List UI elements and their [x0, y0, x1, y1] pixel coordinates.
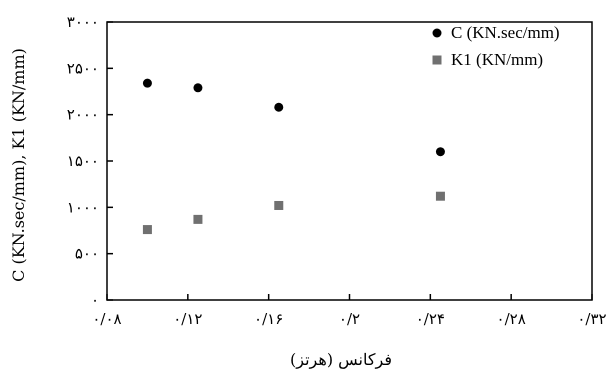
legend-label: C (KN.sec/mm) — [451, 23, 560, 42]
x-tick-label: ۰/۲ — [339, 310, 360, 328]
y-tick-label: ۵۰۰ — [75, 245, 99, 263]
y-tick-label: ۱۰۰۰ — [67, 198, 99, 216]
legend-label: K1 (KN/mm) — [451, 50, 543, 69]
data-point-c — [142, 78, 152, 88]
legend-marker-k1 — [432, 55, 442, 65]
y-tick-label: ۳۰۰۰ — [67, 13, 99, 31]
data-point-c — [435, 147, 445, 157]
ticks: ۰/۰۸ ۰/۱۲ ۰/۱۶ ۰/۲ ۰/۲۴ ۰/۲۸ ۰/۳۲ ۰ ۵۰۰ ۱۰۰۰ ۱۵۰۰ ۲… — [67, 13, 607, 328]
data-point-k1 — [142, 225, 152, 235]
x-axis-label: فرکانس (هرتز) — [290, 350, 392, 369]
y-tick-label: ۰ — [91, 291, 99, 309]
y-tick-label: ۲۵۰۰ — [67, 59, 99, 77]
x-tick-label: ۰/۱۶ — [254, 310, 283, 328]
x-tick-label: ۰/۲۸ — [497, 310, 526, 328]
legend: C (KN.sec/mm) K1 (KN/mm) — [432, 23, 560, 69]
y-tick-label: ۱۵۰۰ — [67, 152, 99, 170]
data-point-k1 — [193, 214, 203, 224]
x-tick-label: ۰/۳۲ — [577, 310, 606, 328]
y-tick-label: ۲۰۰۰ — [67, 106, 99, 124]
data-point-c — [274, 102, 284, 112]
data-point-c — [193, 83, 203, 93]
x-tick-label: ۰/۰۸ — [92, 310, 121, 328]
y-axis-label: C (KN.sec/mm), K1 (KN/mm) — [9, 48, 28, 282]
data-point-k1 — [435, 191, 445, 201]
x-tick-label: ۰/۲۴ — [416, 310, 445, 328]
legend-marker-c — [432, 28, 442, 38]
x-tick-label: ۰/۱۲ — [173, 310, 202, 328]
data-points — [142, 78, 445, 235]
data-point-k1 — [274, 200, 284, 210]
